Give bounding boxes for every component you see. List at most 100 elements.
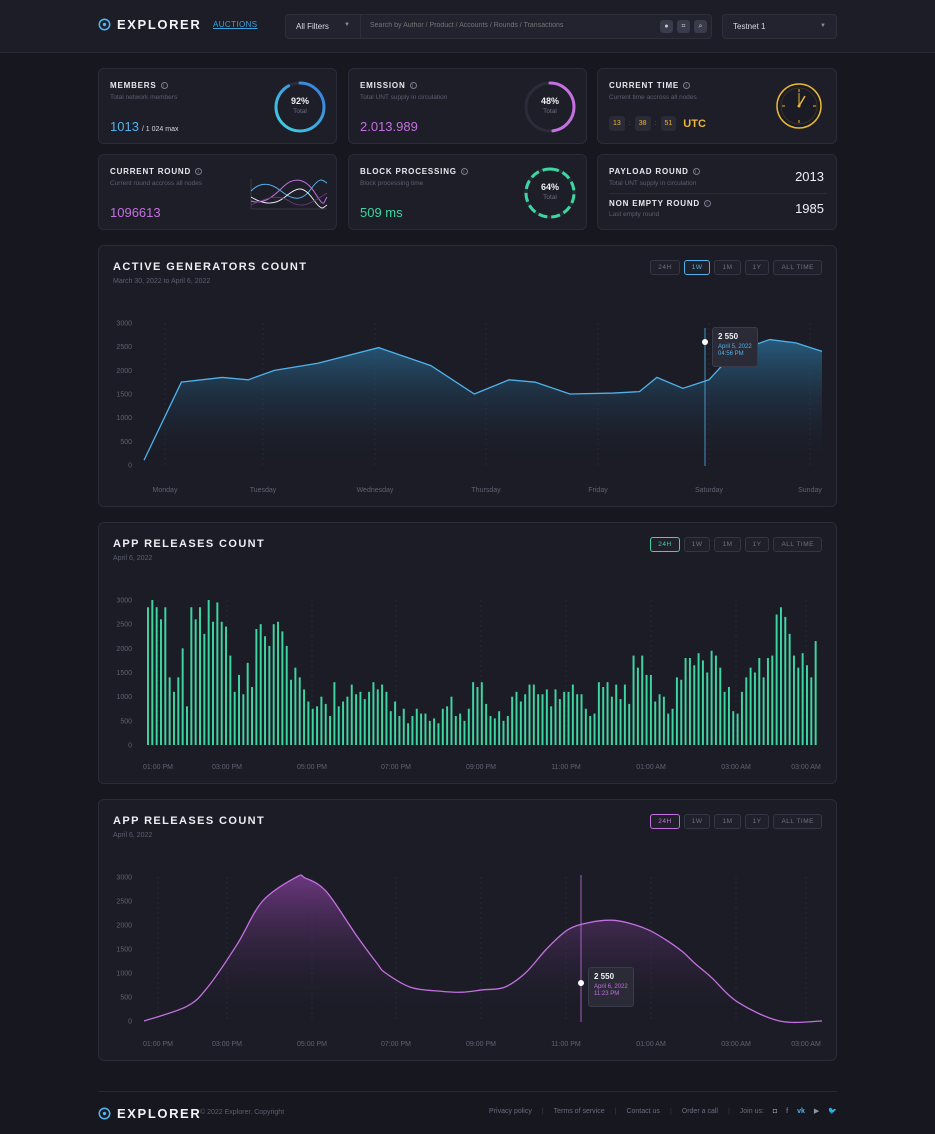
bar xyxy=(259,624,262,745)
range-1w-button[interactable]: 1W xyxy=(683,260,711,275)
bar xyxy=(437,723,440,745)
range-24h-button[interactable]: 24H xyxy=(650,814,680,829)
info-icon[interactable]: i xyxy=(409,82,417,89)
info-icon[interactable]: i xyxy=(703,200,711,207)
twitter-icon[interactable]: 🐦 xyxy=(828,1108,837,1115)
bar xyxy=(177,677,180,745)
youtube-icon[interactable]: ▶ xyxy=(813,1108,820,1115)
info-icon[interactable]: i xyxy=(195,168,203,175)
range-24h-button[interactable]: 24H xyxy=(650,537,680,552)
card-title: BLOCK PROCESSING i xyxy=(360,167,468,176)
privacy-policy-link[interactable]: Privacy policy xyxy=(489,1107,532,1115)
range-1y-button[interactable]: 1Y xyxy=(744,814,770,829)
range-24h-button[interactable]: 24H xyxy=(650,260,680,275)
bar xyxy=(805,665,808,745)
scan-icon[interactable]: ⌗ xyxy=(677,20,690,33)
bar xyxy=(576,694,579,745)
bar xyxy=(606,682,609,745)
bar xyxy=(441,708,444,745)
y-tick-label: 0 xyxy=(128,743,132,750)
y-tick-label: 2500 xyxy=(116,622,132,629)
bar xyxy=(610,696,613,745)
brand-name: EXPLORER xyxy=(117,1106,202,1121)
contact-link[interactable]: Contact us xyxy=(626,1107,660,1115)
card-subtitle: Total network members xyxy=(110,94,178,101)
bar xyxy=(749,667,752,745)
y-tick-label: 500 xyxy=(120,439,132,446)
range-1y-button[interactable]: 1Y xyxy=(744,537,770,552)
nav-auctions-link[interactable]: AUCTIONS xyxy=(213,20,258,29)
bar xyxy=(697,653,700,745)
bar xyxy=(420,713,423,745)
info-icon[interactable]: i xyxy=(692,168,700,175)
brand-logo[interactable]: EXPLORER xyxy=(98,17,201,32)
facebook-icon[interactable]: f xyxy=(786,1107,789,1115)
bar xyxy=(216,602,219,745)
x-tick-label: 07:00 PM xyxy=(381,764,411,771)
bar xyxy=(693,665,696,745)
bar xyxy=(558,699,561,745)
bar xyxy=(515,691,518,745)
gauge-percent: 48% xyxy=(540,96,559,106)
emission-card: EMISSION i Total UNT supply in circulatio… xyxy=(348,68,587,144)
seconds-box: 51 xyxy=(660,116,677,131)
range-1w-button[interactable]: 1W xyxy=(683,537,711,552)
bar xyxy=(662,696,665,745)
bar xyxy=(428,720,431,745)
card-title: CURRENT TIME i xyxy=(609,81,691,90)
range-1m-button[interactable]: 1M xyxy=(714,814,741,829)
bar xyxy=(220,621,223,745)
y-tick-label: 0 xyxy=(128,1019,132,1026)
range-selector: 24H 1W 1M 1Y ALL TIME xyxy=(650,814,822,829)
panel-title: APP RELEASES COUNT xyxy=(113,538,266,550)
range-1y-button[interactable]: 1Y xyxy=(744,260,770,275)
card-value: 1013/ 1 024 max xyxy=(110,119,179,134)
info-icon[interactable]: i xyxy=(160,82,168,89)
vk-icon[interactable]: vk xyxy=(797,1107,805,1115)
nonempty-subtitle: Last empty round xyxy=(609,211,660,218)
search-input[interactable] xyxy=(370,22,650,29)
y-tick-label: 2500 xyxy=(116,899,132,906)
terms-link[interactable]: Terms of service xyxy=(553,1107,605,1115)
search-icon[interactable]: ⌕ xyxy=(694,20,707,33)
bar xyxy=(480,682,483,745)
filter-dropdown[interactable]: All Filters ▼ xyxy=(286,15,361,38)
current-round-card: CURRENT ROUND i Current round accross all… xyxy=(98,154,337,230)
range-all-time-button[interactable]: ALL TIME xyxy=(773,814,822,829)
x-tick-label: 07:00 PM xyxy=(381,1041,411,1048)
gauge-total-label: Total xyxy=(543,108,557,115)
footer-logo[interactable]: EXPLORER xyxy=(98,1106,201,1121)
bar xyxy=(337,706,340,745)
releases-curve-chart: 0 500 1000 1500 2000 2500 3000 01:00 PM 03:00 PM… xyxy=(116,874,823,1048)
bar xyxy=(333,682,336,745)
bar xyxy=(758,658,761,745)
bar xyxy=(745,677,748,745)
bar xyxy=(506,716,509,745)
range-1w-button[interactable]: 1W xyxy=(683,814,711,829)
card-title: MEMBERS i xyxy=(110,81,168,90)
footer-links: Privacy policy | Terms of service | Contac… xyxy=(489,1107,837,1116)
info-icon[interactable]: i xyxy=(460,168,468,175)
x-tick-label: 03:00 AM xyxy=(721,764,751,771)
bar xyxy=(207,600,210,745)
bar xyxy=(398,716,401,745)
order-call-link[interactable]: Order a call xyxy=(681,1107,718,1115)
bar xyxy=(615,684,618,745)
bar xyxy=(285,645,288,745)
range-all-time-button[interactable]: ALL TIME xyxy=(773,537,822,552)
x-tick-label: 09:00 PM xyxy=(466,1041,496,1048)
range-all-time-button[interactable]: ALL TIME xyxy=(773,260,822,275)
bar xyxy=(424,713,427,745)
emission-gauge xyxy=(524,81,576,133)
bar xyxy=(649,674,652,745)
microphone-icon[interactable]: ● xyxy=(660,20,673,33)
instagram-icon[interactable]: ◘ xyxy=(772,1107,778,1115)
x-tick-label: 09:00 PM xyxy=(466,764,496,771)
range-1m-button[interactable]: 1M xyxy=(714,260,741,275)
network-select[interactable]: Testnet 1 ▼ xyxy=(722,14,837,39)
card-value: 1096613 xyxy=(110,205,161,220)
range-1m-button[interactable]: 1M xyxy=(714,537,741,552)
bar xyxy=(342,701,345,745)
info-icon[interactable]: i xyxy=(683,82,691,89)
bar xyxy=(233,691,236,745)
